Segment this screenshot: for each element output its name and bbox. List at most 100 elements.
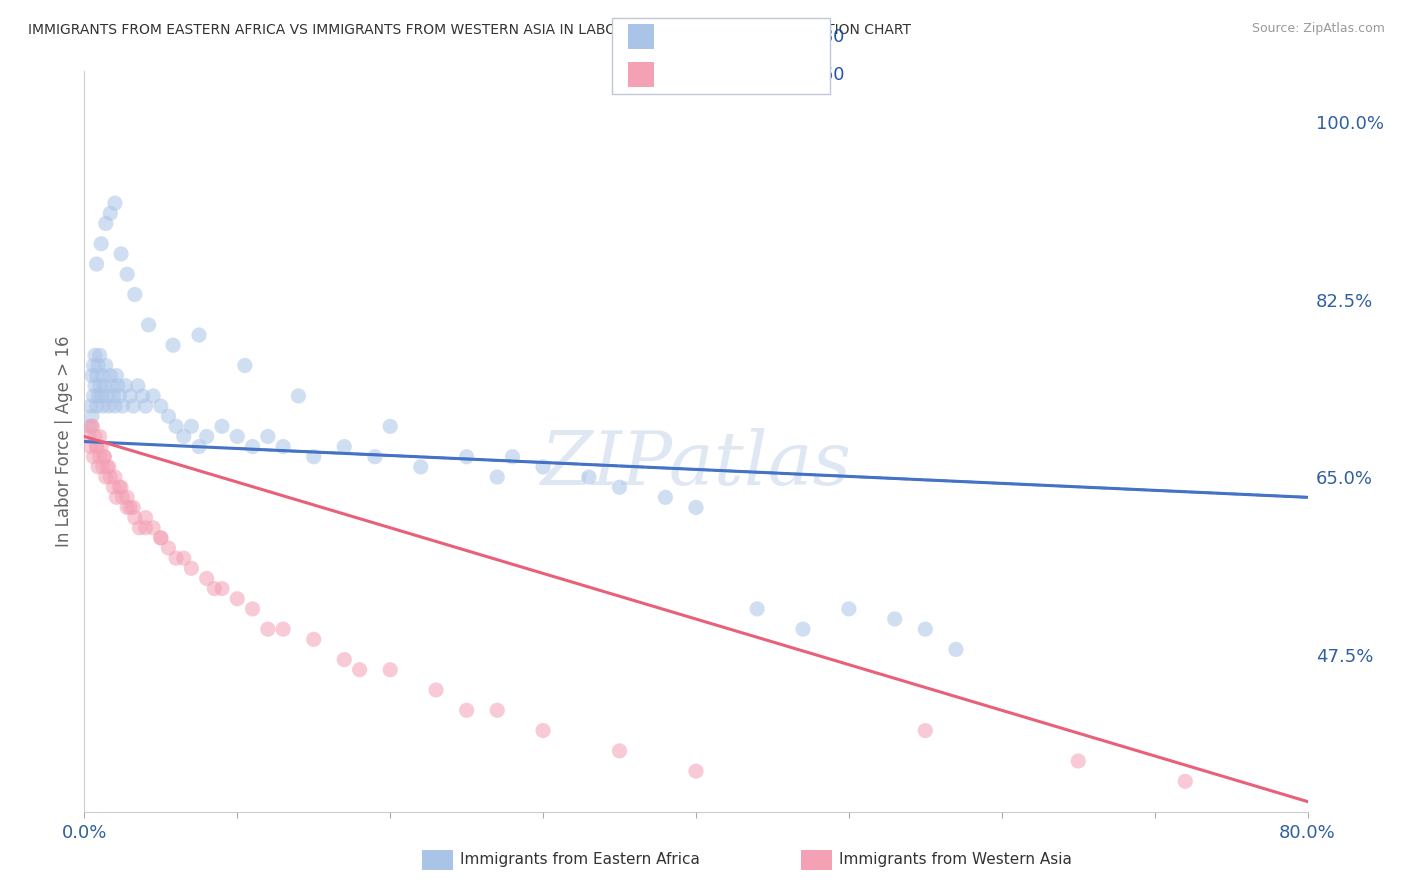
Point: [115, 500, 138, 515]
Point: [108, 480, 131, 494]
Text: ZIPatlas: ZIPatlas: [540, 427, 852, 500]
Point: [486, 703, 509, 717]
Point: [90, 440, 112, 454]
Point: [107, 378, 129, 392]
Point: [86, 440, 108, 454]
Point: [233, 359, 256, 373]
Point: [302, 632, 325, 647]
Point: [87, 359, 110, 373]
Point: [654, 491, 676, 505]
Point: [96, 459, 118, 474]
Point: [409, 459, 432, 474]
Point: [98, 470, 121, 484]
Point: [93, 450, 115, 464]
Point: [685, 764, 707, 779]
Point: [104, 470, 127, 484]
Point: [77, 429, 100, 443]
Point: [287, 389, 309, 403]
Point: [349, 663, 371, 677]
Point: [83, 359, 105, 373]
Point: [149, 531, 172, 545]
Point: [211, 419, 233, 434]
Point: [104, 196, 127, 211]
Point: [333, 440, 356, 454]
Point: [333, 652, 356, 666]
Point: [80, 419, 103, 434]
Point: [226, 429, 249, 443]
Point: [80, 419, 103, 434]
Point: [114, 378, 136, 392]
Point: [202, 582, 225, 596]
Point: [98, 368, 121, 383]
Point: [93, 450, 115, 464]
Point: [211, 582, 233, 596]
Point: [165, 419, 187, 434]
Point: [173, 429, 195, 443]
Point: [84, 429, 107, 443]
Point: [90, 389, 112, 403]
Point: [110, 247, 132, 261]
Point: [135, 521, 157, 535]
Point: [149, 399, 172, 413]
Point: [93, 378, 115, 392]
Point: [86, 399, 108, 413]
Point: [89, 429, 111, 443]
Point: [226, 591, 249, 606]
Point: [103, 480, 125, 494]
Point: [122, 500, 145, 515]
Point: [257, 429, 280, 443]
Point: [91, 459, 114, 474]
Point: [142, 389, 165, 403]
Point: [456, 703, 478, 717]
Point: [1174, 774, 1197, 789]
Point: [195, 429, 218, 443]
Point: [79, 399, 101, 413]
Point: [380, 663, 402, 677]
Point: [122, 399, 145, 413]
Point: [180, 561, 202, 575]
Text: IMMIGRANTS FROM EASTERN AFRICA VS IMMIGRANTS FROM WESTERN ASIA IN LABOR FORCE | : IMMIGRANTS FROM EASTERN AFRICA VS IMMIGR…: [28, 22, 911, 37]
Point: [271, 440, 294, 454]
Point: [94, 359, 117, 373]
Point: [138, 318, 160, 332]
Point: [79, 440, 101, 454]
Text: Immigrants from Eastern Africa: Immigrants from Eastern Africa: [460, 853, 700, 867]
Point: [108, 389, 131, 403]
Point: [578, 470, 600, 484]
Point: [838, 602, 860, 616]
Point: [97, 459, 120, 474]
Point: [90, 236, 112, 251]
Point: [111, 399, 134, 413]
Point: [101, 378, 124, 392]
Point: [792, 622, 814, 636]
Point: [135, 510, 157, 524]
Point: [188, 328, 211, 343]
Y-axis label: In Labor Force | Age > 16: In Labor Force | Age > 16: [55, 335, 73, 548]
Point: [115, 267, 138, 281]
Point: [80, 409, 103, 424]
Point: [157, 541, 180, 555]
Point: [883, 612, 905, 626]
Point: [242, 602, 264, 616]
Point: [89, 378, 111, 392]
Point: [86, 368, 108, 383]
Point: [89, 348, 111, 362]
Point: [96, 389, 118, 403]
Text: R =  -0.659   N = 60: R = -0.659 N = 60: [662, 66, 845, 84]
Point: [105, 491, 128, 505]
Point: [128, 521, 150, 535]
Point: [89, 450, 111, 464]
Point: [115, 491, 138, 505]
Point: [195, 571, 218, 585]
Point: [380, 419, 402, 434]
Point: [87, 459, 110, 474]
Point: [364, 450, 387, 464]
Point: [135, 399, 157, 413]
Point: [914, 723, 936, 738]
Point: [124, 510, 146, 524]
Point: [104, 399, 127, 413]
Point: [98, 206, 121, 220]
Point: [124, 287, 146, 301]
Point: [86, 440, 108, 454]
Point: [94, 470, 117, 484]
